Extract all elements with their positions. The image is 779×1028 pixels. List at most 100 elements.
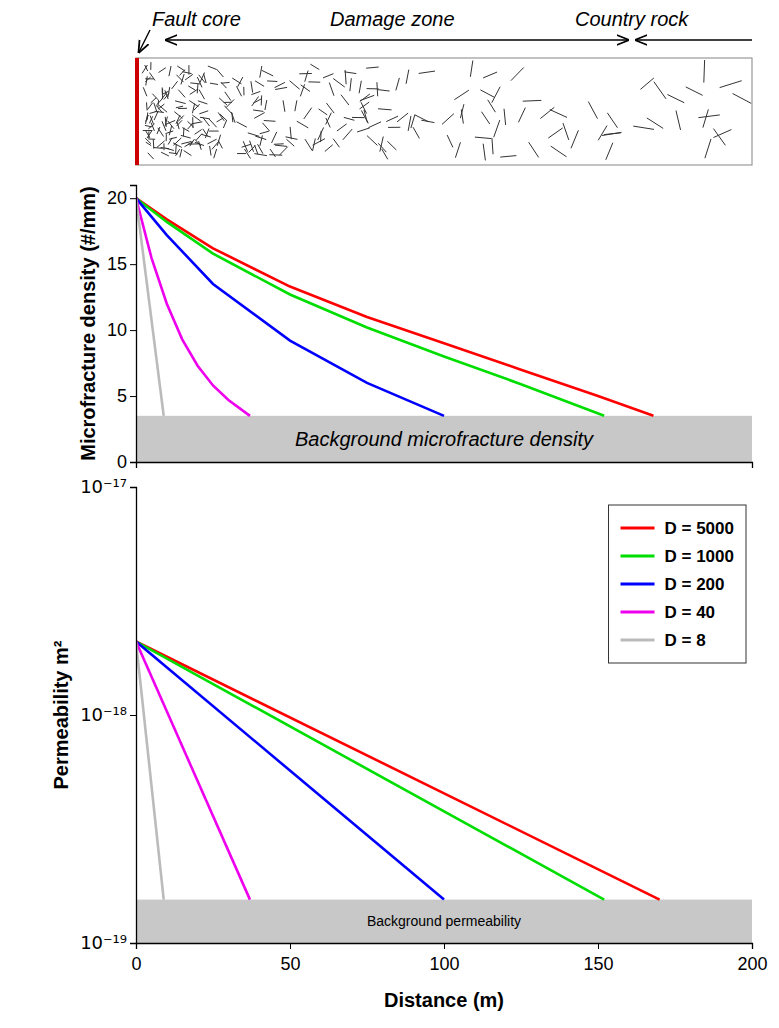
y-axis-title: Microfracture density (#/mm) [77,186,99,461]
fracture [290,81,300,90]
fracture [606,143,613,160]
tick-mark [130,198,136,199]
fracture [264,120,276,122]
series-line [136,198,250,416]
fracture [148,153,154,159]
fracture [210,83,218,84]
fracture [286,139,294,146]
fracture [640,78,653,89]
fracture [162,121,166,131]
fracture [550,110,567,118]
fracture [329,83,334,96]
fracture [176,106,183,108]
fracture [177,122,179,129]
background-band [136,416,752,462]
fracture [224,102,232,103]
tick-label: 10⁻¹⁹ [80,932,127,953]
fracture [265,100,267,110]
fracture [529,142,539,157]
fracture [333,79,345,88]
fracture [187,123,192,129]
tick-mark [598,943,599,949]
fracture [380,137,383,152]
arrow [636,39,752,40]
fracture [337,124,347,131]
fracture [308,81,320,82]
x-axis: 050100150200 [131,943,767,974]
series-line [136,198,164,416]
fracture [254,154,266,156]
fracture [698,115,719,118]
fracture [359,81,361,93]
fracture [523,100,542,102]
schematic-frame [136,58,752,165]
fracture [360,102,370,109]
fracture [166,134,167,141]
series-line [136,198,444,416]
fracture [149,112,155,114]
fracture [492,138,493,154]
fracture [352,117,364,118]
series-line [136,198,653,416]
fracture [190,89,198,94]
fracture [148,124,154,129]
x-axis-title: Distance (m) [384,989,504,1011]
fracture [378,109,392,110]
tick-label: 10 [107,320,127,340]
schematic-label: Fault core [152,8,241,30]
fracture [176,149,180,156]
fracture [163,143,164,150]
legend-label: D = 1000 [665,547,734,566]
fracture [151,98,156,103]
fracture [199,141,202,150]
fracture [238,77,243,87]
fracture [295,100,297,111]
fracture [305,139,312,151]
fracture [210,146,212,156]
series-line [136,198,604,416]
fracture [219,98,227,105]
fracture [367,88,379,89]
legend-frame [609,505,746,663]
fracture [214,149,217,158]
fracture [243,141,247,152]
fracture [224,106,231,114]
fracture [413,127,419,138]
fracture [261,95,262,105]
plot-area [136,642,752,943]
fracture [223,120,226,128]
fracture [260,131,269,134]
fracture [387,141,396,150]
tick-label: 200 [737,954,767,974]
fracture [184,151,192,156]
axis-line [130,488,137,944]
fracture [272,132,277,143]
fracture [325,145,333,152]
fracture [705,139,711,158]
y-axis-title-line: Permeability m² [50,640,72,789]
fracture [161,152,169,156]
tick-mark [444,943,445,949]
fracture [366,67,379,68]
fracture [488,100,496,112]
fracture [148,138,155,139]
tick: 20 [107,188,136,208]
figure: Fault coreDamage zoneCountry rockBackgro… [0,0,779,1028]
tick-mark [130,396,136,397]
fracture [192,104,194,114]
fracture [168,87,170,97]
fracture [299,73,312,74]
axis-line [137,463,753,469]
fracture [142,65,147,73]
x-axis [137,463,753,469]
y-axis-title: Permeability m² [50,640,72,789]
fracture [275,145,287,146]
chart: Background microfracture density05101520… [77,186,753,473]
fracture [714,130,732,138]
background-band [136,900,752,943]
fracture [455,142,460,157]
fracture [598,126,607,141]
tick: 10 [107,320,136,340]
fracture [319,109,328,115]
fracture [169,126,171,135]
